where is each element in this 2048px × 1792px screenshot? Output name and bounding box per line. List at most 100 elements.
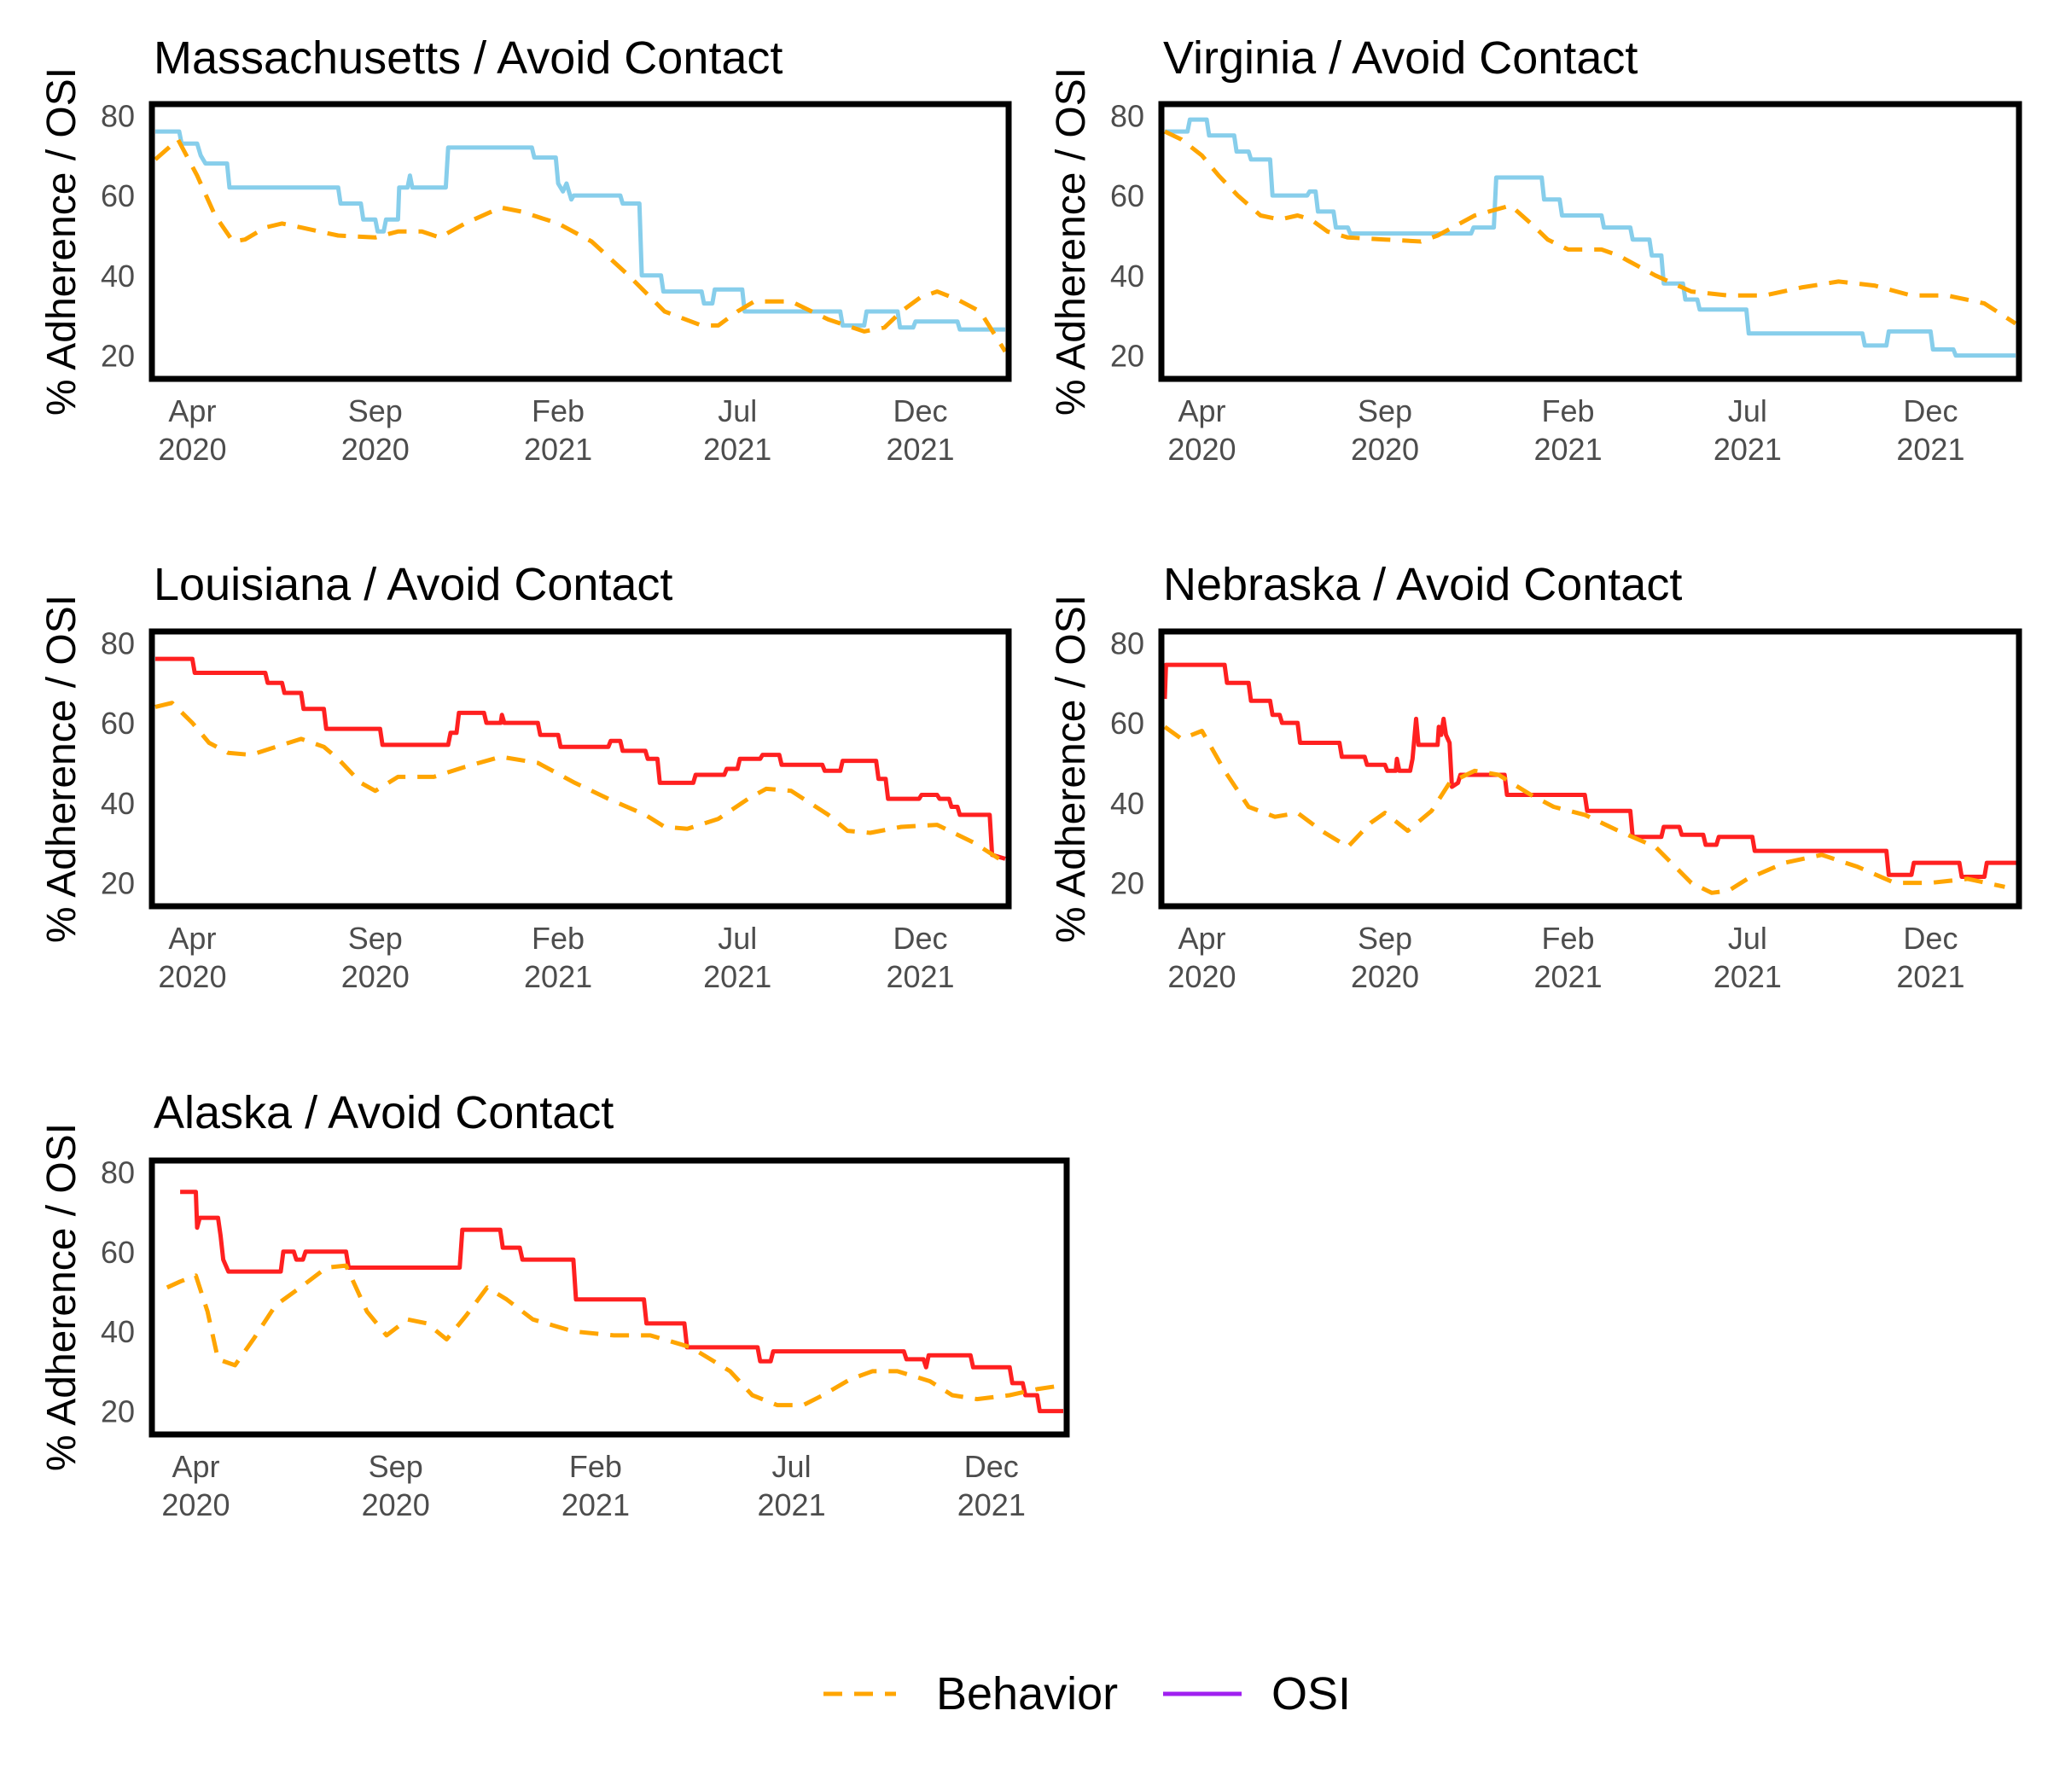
x-tick-label: 2020 [161, 1487, 230, 1522]
panel-2: Virginia / Avoid Contact % Adherence / OS… [1049, 32, 2022, 467]
y-tick-label: 60 [101, 706, 135, 741]
y-tick-label: 80 [1110, 98, 1144, 133]
panel-title: Louisiana / Avoid Contact [154, 559, 672, 610]
x-tick-label: 2021 [886, 959, 954, 994]
behavior-line [1163, 724, 2005, 895]
y-tick-label: 40 [1110, 786, 1144, 821]
x-tick-label: 2021 [957, 1487, 1026, 1522]
x-tick-label: 2020 [341, 959, 410, 994]
osi-line [1162, 662, 2019, 879]
x-tick-label: 2021 [886, 432, 954, 467]
y-tick-label: 20 [101, 866, 135, 901]
osi-line [155, 656, 1006, 861]
x-tick-label: 2021 [524, 959, 592, 994]
x-tick-label: Feb [1542, 393, 1595, 428]
x-tick-label: Feb [532, 921, 585, 956]
behavior-line [166, 1263, 1064, 1408]
series-group [154, 129, 1008, 353]
behavior-line [1163, 129, 2017, 326]
x-tick-label: Sep [1358, 921, 1412, 956]
y-axis-label: % Adherence / OSI [39, 1123, 84, 1471]
y-tick-label: 40 [101, 786, 135, 821]
panel-3: Louisiana / Avoid Contact % Adherence / O… [39, 559, 1012, 994]
x-tick-label: 2021 [1896, 959, 1964, 994]
panel-frame [1158, 101, 2022, 382]
y-tick-label: 40 [1110, 259, 1144, 294]
series-group [1163, 117, 2017, 358]
x-tick-label: Sep [348, 393, 403, 428]
x-tick-label: Apr [168, 921, 216, 956]
y-axis-label: % Adherence / OSI [39, 595, 84, 943]
y-tick-label: 20 [1110, 339, 1144, 374]
x-tick-label: Feb [1542, 921, 1595, 956]
panel-4: Nebraska / Avoid Contact % Adherence / OS… [1049, 559, 2022, 994]
y-tick-label: 40 [101, 259, 135, 294]
y-axis-label: % Adherence / OSI [1049, 595, 1094, 943]
y-tick-label: 60 [101, 1235, 135, 1270]
x-tick-label: Jul [1728, 393, 1767, 428]
series-group [1162, 662, 2019, 895]
x-tick-label: 2020 [158, 432, 226, 467]
x-tick-label: 2021 [561, 1487, 630, 1522]
y-tick-label: 20 [101, 1394, 135, 1429]
x-tick-label: Dec [964, 1449, 1019, 1484]
x-tick-label: Dec [893, 393, 948, 428]
x-tick-label: 2021 [758, 1487, 826, 1522]
x-tick-label: Sep [348, 921, 403, 956]
y-tick-label: 60 [1110, 706, 1144, 741]
panel-1: Massachusetts / Avoid Contact % Adherence… [39, 32, 1012, 467]
series-group [166, 1190, 1064, 1414]
x-tick-label: Dec [1903, 393, 1958, 428]
panel-title: Alaska / Avoid Contact [154, 1087, 614, 1138]
x-tick-label: 2020 [1351, 432, 1419, 467]
x-tick-label: Jul [772, 1449, 812, 1484]
legend-osi-label: OSI [1271, 1668, 1351, 1719]
x-tick-label: Sep [369, 1449, 423, 1484]
y-tick-label: 80 [101, 98, 135, 133]
x-tick-label: 2021 [703, 432, 771, 467]
behavior-line [154, 137, 1008, 353]
x-tick-label: 2021 [1534, 432, 1603, 467]
osi-line [155, 129, 1005, 332]
x-tick-label: 2020 [341, 432, 410, 467]
y-tick-label: 60 [101, 178, 135, 213]
x-tick-label: Jul [718, 393, 757, 428]
x-tick-label: 2020 [362, 1487, 430, 1522]
x-tick-label: 2021 [1713, 959, 1782, 994]
legend-behavior-label: Behavior [936, 1668, 1118, 1719]
panel-title: Massachusetts / Avoid Contact [154, 32, 783, 84]
y-tick-label: 20 [101, 339, 135, 374]
panel-frame [1158, 628, 2022, 910]
y-tick-label: 80 [101, 625, 135, 660]
y-tick-label: 20 [1110, 866, 1144, 901]
y-tick-label: 40 [101, 1314, 135, 1349]
panel-5: Alaska / Avoid Contact % Adherence / OSI 2… [39, 1087, 1070, 1522]
x-tick-label: Jul [1728, 921, 1767, 956]
y-tick-label: 80 [1110, 625, 1144, 660]
osi-line [1165, 117, 2016, 358]
x-tick-label: Apr [172, 1449, 219, 1484]
x-tick-label: 2020 [1167, 959, 1236, 994]
x-tick-label: Apr [1178, 393, 1225, 428]
panel-title: Virginia / Avoid Contact [1163, 32, 1638, 84]
panel-frame [148, 101, 1012, 382]
x-tick-label: Jul [718, 921, 757, 956]
x-tick-label: 2021 [1713, 432, 1782, 467]
x-tick-label: 2021 [1534, 959, 1603, 994]
panel-title: Nebraska / Avoid Contact [1163, 559, 1682, 610]
x-tick-label: 2020 [158, 959, 226, 994]
x-tick-label: 2021 [524, 432, 592, 467]
x-tick-label: Dec [1903, 921, 1958, 956]
y-tick-label: 80 [101, 1155, 135, 1190]
y-axis-label: % Adherence / OSI [1049, 67, 1094, 416]
x-tick-label: 2020 [1351, 959, 1419, 994]
panel-frame [148, 628, 1012, 910]
x-tick-label: 2020 [1167, 432, 1236, 467]
x-tick-label: 2021 [703, 959, 771, 994]
y-tick-label: 60 [1110, 178, 1144, 213]
behavior-line [154, 701, 1007, 865]
x-tick-label: Apr [1178, 921, 1225, 956]
x-tick-label: Apr [168, 393, 216, 428]
series-group [154, 656, 1007, 865]
